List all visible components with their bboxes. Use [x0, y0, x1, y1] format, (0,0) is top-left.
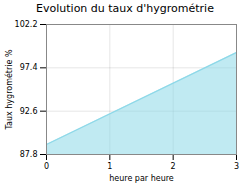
svg-text:97.4: 97.4	[20, 63, 38, 72]
svg-text:heure par heure: heure par heure	[109, 174, 174, 183]
svg-text:0: 0	[44, 162, 49, 171]
svg-text:87.8: 87.8	[20, 150, 38, 159]
html-text:Evolution du taux d'hygrométri: Evolution du taux d'hygrométrie	[36, 2, 214, 15]
svg-text:Taux hygrométrie %: Taux hygrométrie %	[4, 49, 14, 131]
svg-text:3: 3	[234, 162, 239, 171]
svg-text:2: 2	[171, 162, 176, 171]
svg-text:92.6: 92.6	[20, 107, 38, 116]
svg-text:102.2: 102.2	[15, 20, 38, 29]
svg-text:1: 1	[107, 162, 112, 171]
